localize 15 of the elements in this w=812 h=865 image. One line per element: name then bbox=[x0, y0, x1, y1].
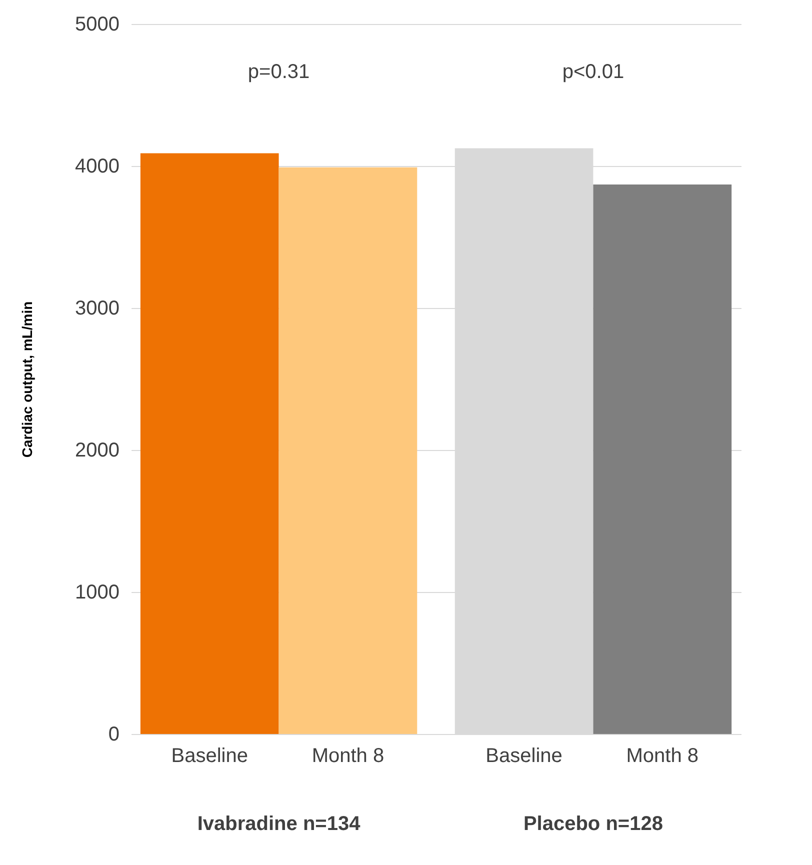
y-tick-label: 4000 bbox=[75, 156, 120, 178]
annotation: p=0.31 bbox=[248, 61, 310, 83]
x-tick-label: Month 8 bbox=[626, 745, 699, 767]
y-tick-label: 0 bbox=[108, 724, 120, 746]
y-tick-label: 5000 bbox=[75, 14, 120, 36]
text: Ivabradine n=134 bbox=[197, 813, 362, 835]
y-tick-label: 2000 bbox=[75, 440, 120, 462]
y-tick-label: 3000 bbox=[75, 298, 120, 320]
x-tick-label: Month 8 bbox=[312, 745, 384, 767]
annotation: p<0.01 bbox=[562, 61, 624, 83]
x-tick-label: Baseline bbox=[171, 745, 248, 767]
x-tick-label: Baseline bbox=[486, 745, 562, 767]
text: Placebo n=128 bbox=[523, 813, 663, 835]
y-tick-label: 1000 bbox=[75, 582, 120, 604]
y-axis-title: Cardiac output, mL/min bbox=[19, 301, 36, 458]
